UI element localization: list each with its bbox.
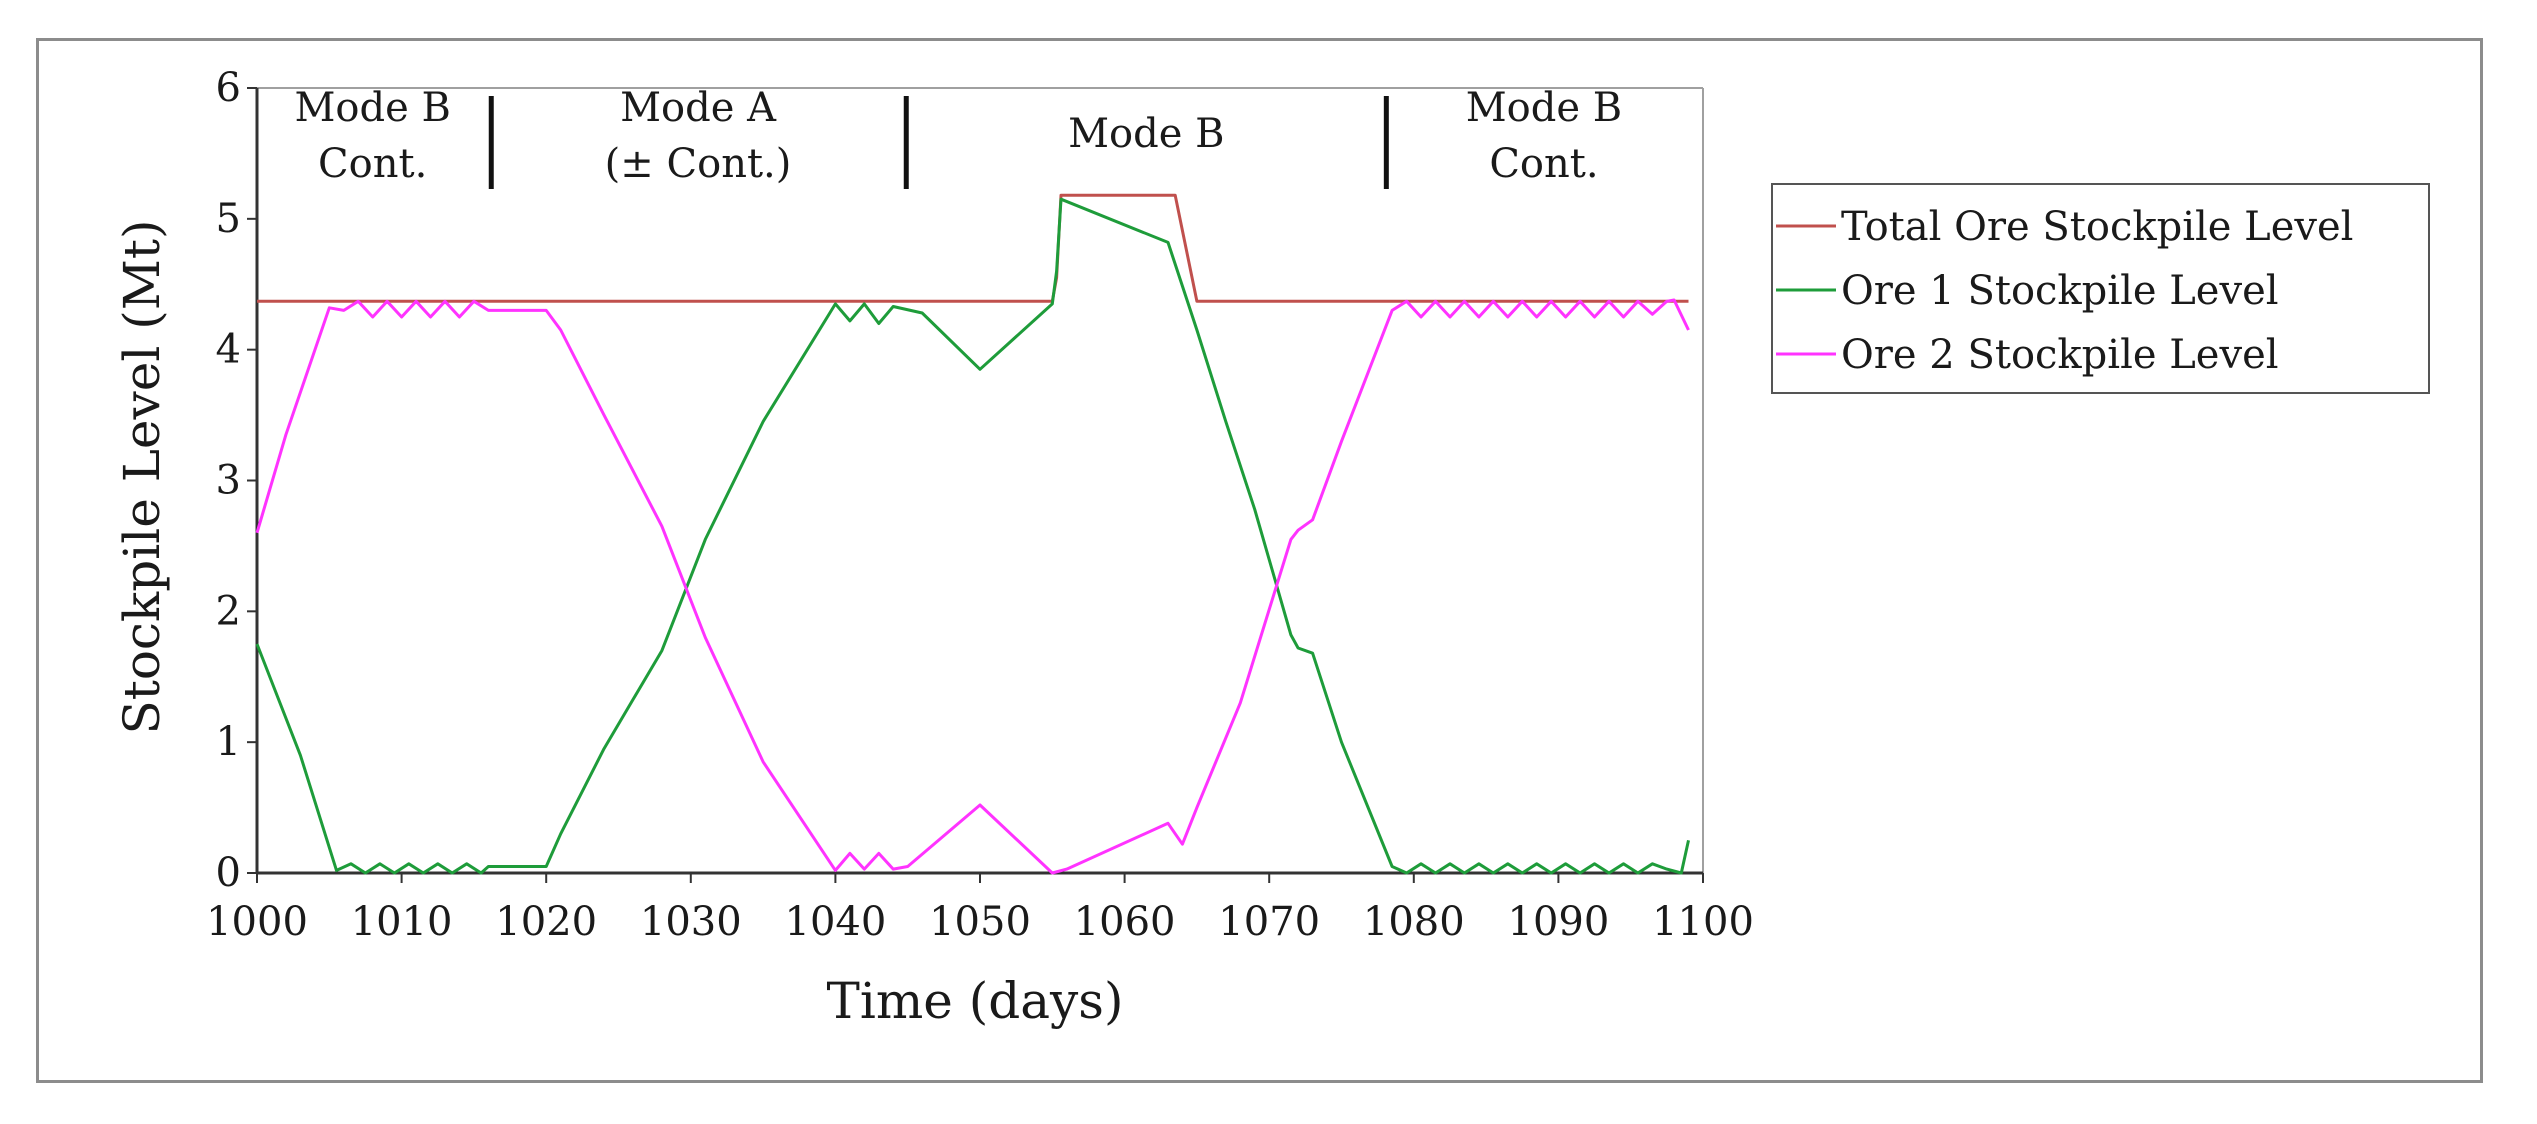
x-tick-label: 1000 <box>206 899 308 945</box>
legend-entry: Ore 1 Stockpile Level <box>1841 268 2279 314</box>
series-line-3 <box>255 298 1690 875</box>
legend: Total Ore Stockpile Level Ore 1 Stockpile… <box>1771 183 2430 394</box>
x-tick-label: 1030 <box>640 899 742 945</box>
y-tick-label: 0 <box>216 850 241 896</box>
mode-label: Mode A <box>620 85 777 131</box>
x-axis-title: Time (days) <box>827 972 1124 1030</box>
y-axis-title: Stockpile Level (Mt) <box>113 219 171 734</box>
x-axis: 1000 1010 1020 1030 1040 1050 1060 1070 1080 1090… <box>206 873 1754 945</box>
x-tick-label: 1090 <box>1508 899 1610 945</box>
series-line-2 <box>255 197 1690 875</box>
y-tick-label: 2 <box>216 588 241 634</box>
x-tick-label: 1100 <box>1652 899 1754 945</box>
x-tick-label: 1070 <box>1218 899 1320 945</box>
x-tick-label: 1080 <box>1363 899 1465 945</box>
mode-label: (± Cont.) <box>605 141 792 187</box>
y-axis: 0 1 2 3 4 5 6 <box>216 65 257 896</box>
legend-box <box>1771 183 2430 394</box>
y-tick-label: 3 <box>216 458 241 504</box>
series-line-1 <box>257 193 1689 303</box>
y-tick-label: 4 <box>216 327 241 373</box>
mode-annotations: Mode B Cont. Mode A (± Cont.) Mode B Mode B Co… <box>294 85 1622 189</box>
legend-entry: Total Ore Stockpile Level <box>1841 204 2353 250</box>
x-tick-label: 1040 <box>785 899 887 945</box>
x-tick-label: 1060 <box>1074 899 1176 945</box>
legend-entry: Ore 2 Stockpile Level <box>1841 332 2279 378</box>
x-tick-label: 1050 <box>929 899 1031 945</box>
x-tick-label: 1020 <box>495 899 597 945</box>
y-tick-label: 5 <box>216 196 241 242</box>
x-tick-label: 1010 <box>351 899 453 945</box>
mode-label: Mode B <box>1466 85 1622 131</box>
y-tick-label: 1 <box>216 719 241 765</box>
plot-area <box>255 87 1704 875</box>
figure-frame: 1000 1010 1020 1030 1040 1050 1060 1070 1080 1090… <box>36 38 2483 1083</box>
mode-label: Mode B <box>294 85 450 131</box>
series-layer <box>255 193 1690 875</box>
mode-label: Mode B <box>1068 111 1224 157</box>
mode-label: Cont. <box>1489 141 1598 187</box>
mode-label: Cont. <box>318 141 427 187</box>
stockpile-chart: 1000 1010 1020 1030 1040 1050 1060 1070 1080 1090… <box>113 65 2430 1030</box>
y-tick-label: 6 <box>216 65 241 111</box>
